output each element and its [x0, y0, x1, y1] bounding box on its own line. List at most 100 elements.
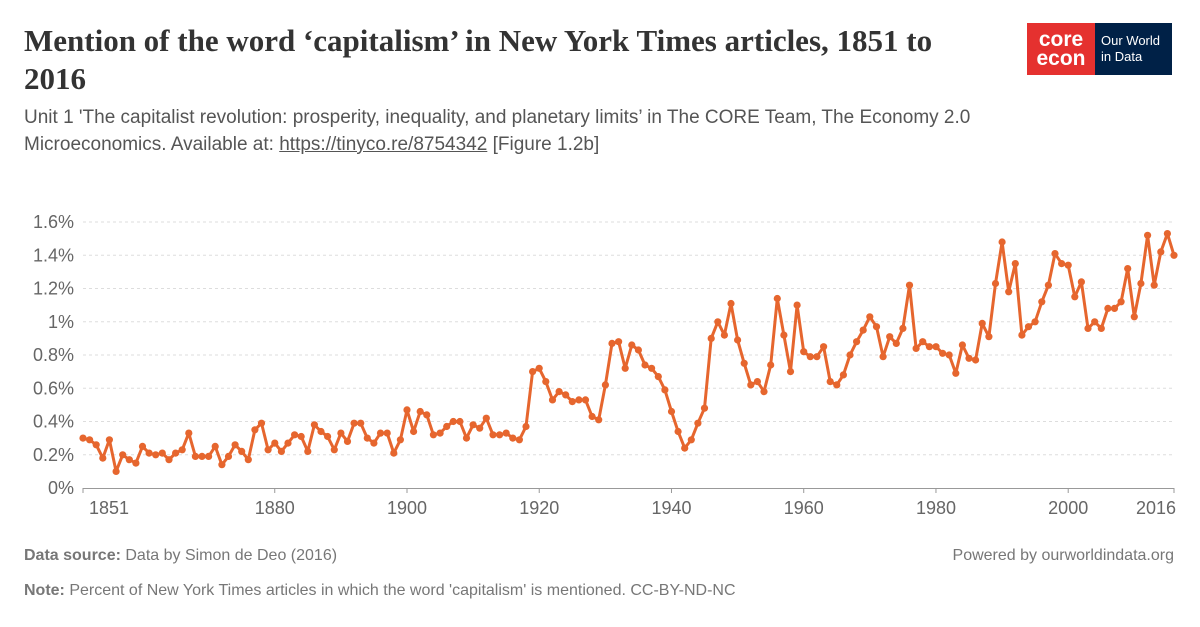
data-point — [621, 364, 629, 372]
owid-logo: Our World in Data — [1095, 23, 1172, 75]
data-point — [773, 294, 781, 303]
data-point — [826, 378, 834, 386]
data-point — [383, 429, 391, 437]
y-tick-label: 0.6% — [33, 378, 74, 398]
data-point — [370, 439, 378, 447]
data-point — [238, 447, 246, 455]
data-point — [178, 446, 186, 454]
data-point — [720, 331, 729, 339]
data-point — [449, 417, 457, 426]
data-point — [740, 359, 748, 367]
data-point — [257, 419, 266, 427]
data-point — [416, 407, 424, 416]
data-point — [1104, 304, 1112, 312]
data-point — [145, 449, 153, 457]
powered-by[interactable]: Powered by ourworldindata.org — [952, 547, 1174, 564]
series-capitalism-mentions — [79, 230, 1178, 475]
y-axis-tick-labels: 0% 0.2% 0.4% 0.6% 0.8% 1% 1.2% 1.4% 1.6% — [33, 212, 74, 498]
data-point — [456, 417, 464, 426]
data-point — [1044, 281, 1052, 289]
data-point — [535, 364, 543, 372]
data-point — [932, 343, 940, 351]
data-point — [125, 456, 133, 464]
data-point — [1018, 331, 1026, 339]
data-point — [476, 424, 484, 432]
data-point — [502, 429, 510, 437]
data-point — [700, 404, 709, 412]
data-point — [958, 341, 967, 349]
data-point — [152, 451, 160, 459]
data-point — [1064, 261, 1072, 269]
data-point — [1163, 230, 1171, 238]
data-point — [277, 447, 285, 455]
data-point — [224, 452, 233, 460]
data-point — [172, 449, 180, 457]
data-point — [251, 426, 259, 434]
data-point — [595, 416, 603, 424]
data-point — [390, 449, 398, 457]
x-tick-label: 2016 — [1136, 498, 1176, 518]
data-point — [496, 431, 504, 439]
data-point — [297, 432, 305, 441]
data-point — [952, 369, 960, 377]
data-point — [833, 381, 841, 389]
data-point — [859, 326, 867, 334]
data-point — [1071, 293, 1079, 301]
data-point — [813, 353, 821, 361]
data-point — [820, 343, 828, 351]
chart-subtitle: Unit 1 'The capitalist revolution: prosp… — [24, 104, 1084, 158]
core-econ-logo: core econ — [1027, 23, 1095, 75]
data-point — [165, 456, 173, 464]
data-point — [839, 371, 848, 379]
data-point — [423, 411, 431, 419]
data-point — [687, 436, 695, 444]
data-point — [489, 431, 497, 439]
data-point — [925, 343, 934, 351]
citation-link[interactable]: https://tinyco.re/8754342 — [279, 134, 488, 155]
y-tick-label: 1% — [48, 312, 74, 332]
data-point — [1150, 281, 1158, 289]
source-text: Data by Simon de Deo (2016) — [120, 547, 338, 564]
core-logo-text-top: core — [1038, 28, 1084, 51]
line-chart: 0% 0.2% 0.4% 0.6% 0.8% 1% 1.2% 1.4% 1.6% 1851 188… — [33, 212, 1178, 518]
x-tick-label: 1851 — [89, 498, 129, 518]
data-point — [648, 364, 656, 372]
data-point — [324, 432, 332, 441]
data-point — [191, 452, 199, 460]
y-tick-label: 0.2% — [33, 445, 74, 465]
data-point — [1137, 279, 1145, 288]
x-axis: 1851 1880 1900 1920 1940 1960 1980 2000 2016 — [82, 488, 1176, 518]
data-point — [760, 388, 768, 396]
data-point — [1091, 318, 1099, 326]
x-tick-label: 1960 — [784, 498, 824, 518]
data-point — [581, 396, 590, 404]
data-point — [1124, 265, 1132, 273]
x-tick-label: 1920 — [519, 498, 559, 518]
data-point — [542, 378, 550, 386]
data-point — [608, 339, 616, 347]
data-point — [1117, 298, 1125, 306]
data-point — [846, 351, 854, 359]
data-point — [443, 422, 451, 431]
data-point — [522, 422, 530, 431]
y-tick-label: 1.4% — [33, 245, 74, 265]
data-point — [879, 353, 887, 361]
data-point — [509, 434, 517, 442]
source-label: Data source: — [24, 547, 121, 564]
data-point — [641, 361, 649, 369]
data-point — [337, 429, 345, 437]
data-point — [1024, 323, 1033, 331]
data-point — [919, 338, 927, 346]
data-point — [780, 331, 788, 339]
data-point — [753, 378, 762, 386]
chart-title: Mention of the word ‘capitalism’ in New … — [24, 23, 933, 96]
x-tick-label: 2000 — [1048, 498, 1088, 518]
core-logo-text-bottom: econ — [1036, 47, 1086, 70]
data-point — [892, 339, 900, 347]
logo[interactable]: core econ Our World in Data — [1027, 23, 1172, 75]
data-point — [469, 421, 477, 429]
data-point — [800, 348, 808, 356]
data-point — [244, 456, 252, 464]
data-point — [634, 346, 643, 354]
data-point — [112, 467, 120, 475]
